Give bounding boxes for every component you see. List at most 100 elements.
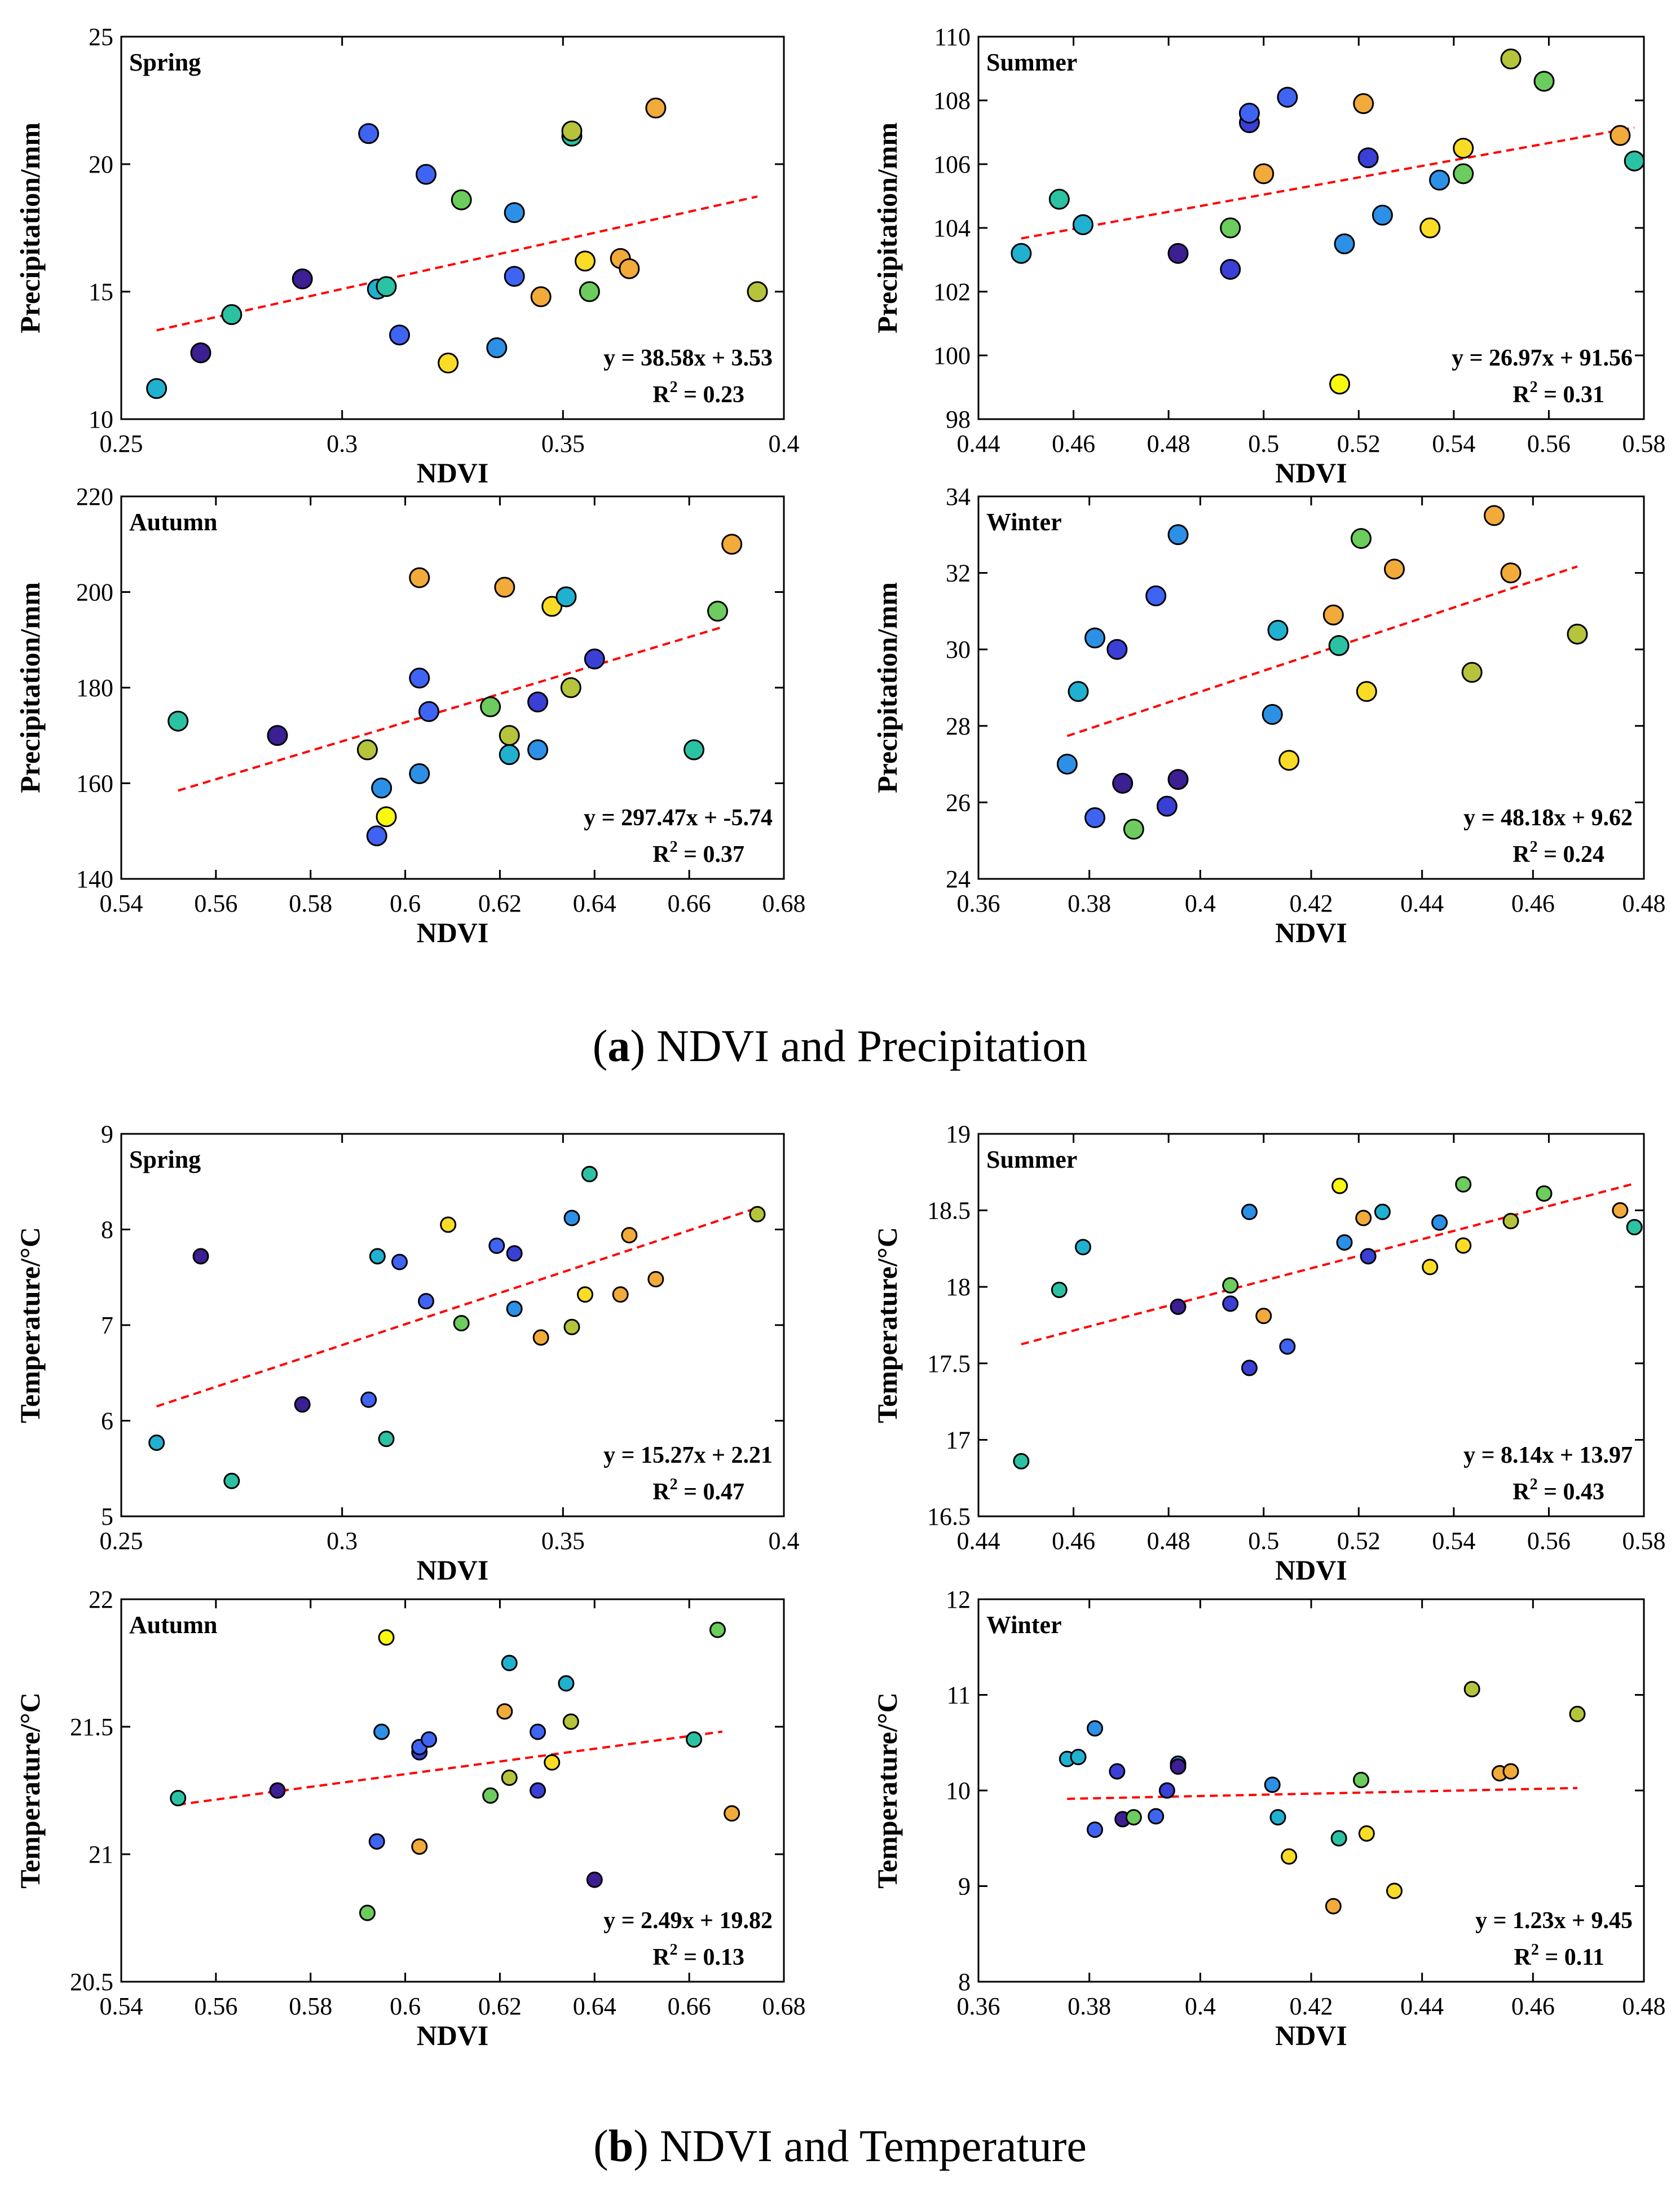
regression-line [1066, 565, 1578, 737]
data-point [371, 777, 393, 799]
chart-panel-1: 0.44 0.46 0.48 0.5 0.52 0.54 0.56 0.58 98 100 102 1… [871, 23, 1666, 489]
data-point [1048, 188, 1070, 210]
x-tick-label: 0.52 [1337, 1527, 1381, 1555]
x-axis-label: NDVI [417, 917, 489, 948]
data-point [1463, 1680, 1480, 1697]
chart-panel-2: 0.54 0.56 0.58 0.6 0.62 0.64 0.66 0.68 140 160 180… [14, 483, 806, 948]
y-axis-label: Precipitation/mm [14, 122, 46, 333]
data-point [1070, 1749, 1087, 1766]
data-point [373, 1723, 390, 1740]
x-tick-label: 0.56 [1527, 1527, 1571, 1555]
data-point [707, 600, 728, 622]
data-point [482, 1787, 499, 1804]
caption-letter-b: b [608, 2122, 634, 2171]
x-tick-label: 0.58 [1622, 430, 1666, 457]
data-point [560, 677, 581, 698]
data-point [1241, 1203, 1258, 1220]
r-squared-sup: 2 [670, 379, 678, 396]
data-point [1484, 505, 1505, 526]
x-tick-label: 0.44 [1400, 1992, 1444, 2020]
x-tick-label: 0.4 [1185, 1992, 1216, 2020]
data-point [709, 1621, 726, 1638]
regression-equation: y = 48.18x + 9.62 [1463, 805, 1633, 831]
r-squared-value: = 0.11 [1539, 1944, 1604, 1970]
data-point [1322, 604, 1344, 626]
r-squared-label: R [652, 1944, 670, 1970]
data-point [612, 1286, 629, 1303]
r-squared-label: R [1513, 382, 1530, 408]
data-point [1278, 750, 1300, 771]
y-axis-label: Temperature/°C [14, 1692, 46, 1889]
data-point [1455, 1237, 1472, 1254]
data-point [486, 337, 508, 358]
data-point [360, 1391, 377, 1408]
data-point [1356, 681, 1377, 702]
r-squared-value: = 0.24 [1538, 842, 1604, 868]
data-point [1500, 562, 1522, 584]
data-point [1011, 243, 1032, 264]
x-tick-label: 0.58 [289, 1992, 332, 2020]
panel-title: Summer [986, 1146, 1077, 1173]
data-point [1262, 703, 1283, 725]
y-tick-label: 15 [89, 278, 113, 306]
panel-title: Autumn [129, 508, 218, 536]
data-point [645, 98, 667, 119]
y-tick-label: 180 [76, 674, 113, 702]
y-tick-label: 108 [933, 87, 971, 115]
x-axis-label: NDVI [417, 457, 489, 489]
data-point [1087, 1720, 1103, 1737]
data-point [170, 1790, 187, 1807]
r-squared-label: R [652, 382, 670, 408]
data-point [1281, 1848, 1298, 1865]
data-point [409, 667, 430, 689]
data-point [563, 1318, 580, 1335]
data-point [584, 648, 605, 670]
x-tick-label: 0.42 [1290, 890, 1333, 917]
data-point [1386, 1882, 1403, 1899]
data-point [499, 744, 520, 765]
data-point [1109, 1763, 1126, 1780]
y-tick-label: 32 [946, 560, 971, 587]
regression-equation: y = 297.47x + -5.74 [584, 805, 773, 831]
data-point [530, 1723, 546, 1740]
data-point [1253, 163, 1275, 184]
data-point [480, 696, 501, 718]
data-point [1612, 1202, 1629, 1219]
x-tick-label: 0.3 [327, 430, 358, 457]
data-point [1569, 1705, 1586, 1722]
regression-line [1067, 1787, 1578, 1800]
data-point [1351, 528, 1372, 549]
x-axis-label: NDVI [1275, 1554, 1347, 1586]
x-tick-label: 0.68 [762, 1992, 806, 2020]
panel-title: Spring [129, 49, 201, 76]
data-point [376, 806, 397, 828]
data-point [506, 1245, 523, 1262]
x-tick-label: 0.58 [1622, 1527, 1666, 1555]
data-point [418, 701, 440, 722]
caption-precipitation: (a) NDVI and Precipitation [592, 1022, 1088, 1071]
data-point [1277, 86, 1298, 108]
y-tick-label: 11 [947, 1682, 971, 1709]
chart-panel-5: 0.44 0.46 0.48 0.5 0.52 0.54 0.56 0.58 16.5 17 17.… [871, 1120, 1666, 1586]
data-point [1353, 93, 1374, 115]
x-tick-label: 0.56 [194, 1992, 237, 2020]
data-point [389, 324, 410, 346]
data-point [359, 1904, 376, 1921]
x-tick-label: 0.6 [390, 1992, 421, 2020]
y-tick-label: 28 [946, 712, 971, 740]
y-tick-label: 22 [89, 1586, 113, 1613]
y-tick-label: 7 [101, 1312, 113, 1339]
r-squared-sup: 2 [670, 1941, 678, 1959]
data-point [1357, 147, 1379, 169]
y-tick-label: 30 [946, 636, 971, 663]
x-tick-label: 0.64 [573, 890, 616, 917]
data-point [1220, 258, 1241, 280]
data-point [294, 1396, 311, 1413]
data-point [1422, 1259, 1439, 1275]
r-squared-label: R [1514, 1944, 1532, 1970]
data-point [686, 1731, 703, 1748]
x-tick-label: 0.48 [1147, 1527, 1190, 1555]
data-point [1279, 1338, 1296, 1355]
data-point [749, 1206, 766, 1222]
y-tick-label: 220 [76, 483, 113, 511]
